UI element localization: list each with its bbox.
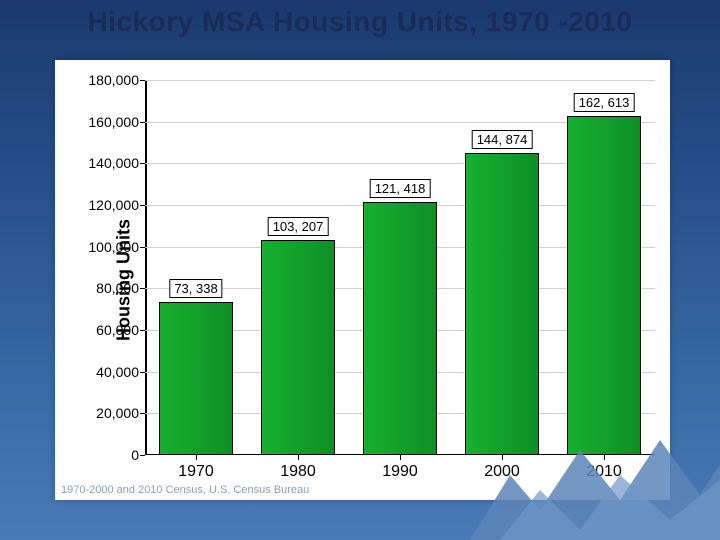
y-tick-mark xyxy=(140,205,145,206)
y-tick-label: 80,000 xyxy=(96,280,139,296)
y-tick-mark xyxy=(140,288,145,289)
x-tick-mark xyxy=(400,455,401,460)
source-caption: 1970-2000 and 2010 Census, U.S. Census B… xyxy=(61,484,309,496)
y-tick-label: 120,000 xyxy=(88,197,139,213)
y-tick-label: 140,000 xyxy=(88,155,139,171)
bar xyxy=(159,302,232,455)
slide-title: Hickory MSA Housing Units, 1970 -2010 xyxy=(0,6,720,38)
x-tick-label: 1990 xyxy=(382,463,418,481)
y-tick-mark xyxy=(140,372,145,373)
gridline xyxy=(145,80,655,81)
y-tick-mark xyxy=(140,80,145,81)
y-tick-label: 100,000 xyxy=(88,239,139,255)
chart-container: Housing Units 020,00040,00060,00080,0001… xyxy=(55,60,670,500)
y-tick-label: 40,000 xyxy=(96,364,139,380)
x-tick-label: 2000 xyxy=(484,463,520,481)
y-tick-mark xyxy=(140,247,145,248)
y-axis-line xyxy=(145,80,147,455)
bar xyxy=(261,240,334,455)
y-tick-mark xyxy=(140,413,145,414)
slide: Hickory MSA Housing Units, 1970 -2010 Ho… xyxy=(0,0,720,540)
bar xyxy=(567,116,640,455)
y-tick-label: 180,000 xyxy=(88,72,139,88)
value-label: 73, 338 xyxy=(169,279,222,298)
value-label: 144, 874 xyxy=(472,130,533,149)
x-tick-label: 1970 xyxy=(178,463,214,481)
value-label: 121, 418 xyxy=(370,179,431,198)
y-tick-label: 20,000 xyxy=(96,405,139,421)
y-tick-mark xyxy=(140,122,145,123)
value-label: 103, 207 xyxy=(268,217,329,236)
y-tick-mark xyxy=(140,455,145,456)
plot-area: 020,00040,00060,00080,000100,000120,0001… xyxy=(145,80,655,455)
x-tick-mark xyxy=(196,455,197,460)
value-label: 162, 613 xyxy=(574,93,635,112)
x-tick-mark xyxy=(604,455,605,460)
y-tick-mark xyxy=(140,163,145,164)
x-tick-mark xyxy=(502,455,503,460)
x-tick-mark xyxy=(298,455,299,460)
x-tick-label: 2010 xyxy=(586,463,622,481)
bar xyxy=(363,202,436,455)
x-tick-label: 1980 xyxy=(280,463,316,481)
y-tick-label: 0 xyxy=(131,447,139,463)
y-tick-mark xyxy=(140,330,145,331)
y-tick-label: 60,000 xyxy=(96,322,139,338)
y-tick-label: 160,000 xyxy=(88,114,139,130)
bar xyxy=(465,153,538,455)
